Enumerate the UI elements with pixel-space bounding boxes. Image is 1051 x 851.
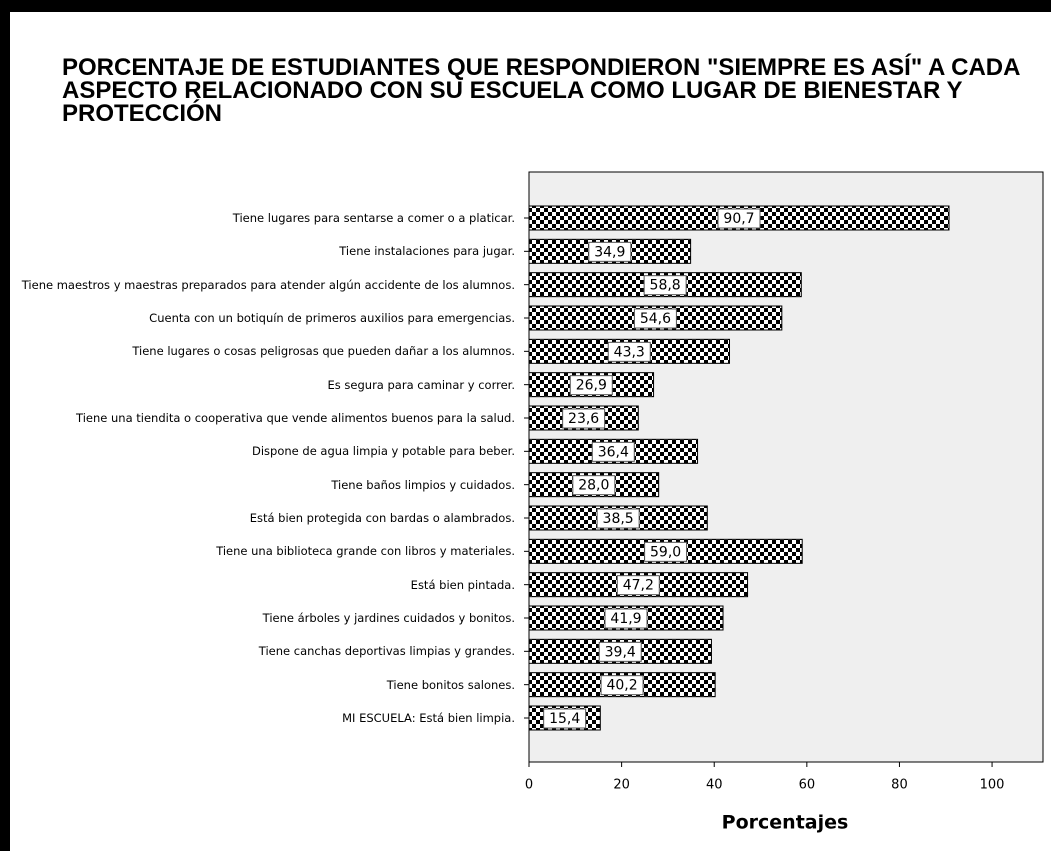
value-label-box [717,208,761,229]
x-tick-label: 100 [980,778,1005,793]
value-label-box [591,441,635,462]
value-label-box [543,708,587,729]
value-label: 41,9 [610,611,641,627]
y-tick-label: Está bien protegida con bardas o alambra… [249,511,515,525]
y-tick-label: MI ESCUELA: Está bien limpia. [342,711,515,725]
y-tick-label: Tiene bonitos salones. [386,677,515,692]
x-tick-label: 0 [525,778,533,793]
value-label: 23,6 [568,411,599,427]
value-label: 47,2 [623,578,654,594]
x-tick-label: 80 [891,778,908,793]
y-tick-label: Está bien pintada. [410,577,515,592]
y-tick-label: Tiene lugares o cosas peligrosas que pue… [132,344,515,359]
y-tick-label: Tiene árboles y jardines cuidados y boni… [262,611,515,625]
value-label-box [572,475,616,496]
value-label-box [604,608,648,629]
value-label: 38,5 [603,511,634,527]
x-tick-label: 20 [613,778,630,793]
y-tick-label: Cuenta con un botiquín de primeros auxil… [149,311,515,325]
y-tick-label: Tiene una tiendita o cooperativa que ven… [76,411,515,425]
value-label: 26,9 [576,378,607,394]
y-tick-label: Tiene lugares para sentarse a comer o a … [232,211,515,225]
value-label-box [633,308,677,329]
value-label: 59,0 [650,544,681,560]
value-label-box [598,641,642,662]
chart-title: PORCENTAJE DE ESTUDIANTES QUE RESPONDIER… [62,54,1020,127]
y-tick-label: Tiene maestros y maestras preparados par… [21,277,515,292]
y-tick-label: Dispone de agua limpia y potable para be… [252,444,515,459]
value-label: 54,6 [640,311,671,327]
y-tick-label: Tiene baños limpios y cuidados. [331,477,515,492]
x-tick-label: 60 [799,778,816,793]
value-label: 90,7 [723,211,754,227]
value-label: 39,4 [605,644,636,660]
value-label-box [600,675,644,696]
value-label-box [616,575,660,596]
value-label-box [562,408,606,429]
plot-area [528,171,1044,763]
y-tick-label: Tiene instalaciones para jugar. [339,244,515,259]
value-label-box [596,508,640,529]
value-label-box [588,241,632,262]
x-axis-label: Porcentajes [722,812,849,834]
frame-left [0,0,10,851]
value-label: 28,0 [578,478,609,494]
value-label-box [569,375,613,396]
value-label: 58,8 [650,278,681,294]
value-label: 34,9 [594,244,625,260]
value-label-box [644,541,688,562]
x-tick-label: 40 [706,778,723,793]
value-label: 36,4 [598,444,629,460]
y-tick-label: Es segura para caminar y correr. [327,377,516,392]
frame-top [0,0,1051,12]
value-label: 15,4 [549,711,580,727]
value-label: 43,3 [614,344,645,360]
value-label-box [607,341,651,362]
y-tick-label: Tiene canchas deportivas limpias y grand… [258,644,515,659]
value-label-box [643,275,687,296]
y-tick-label: Tiene una biblioteca grande con libros y… [216,544,515,559]
value-label: 40,2 [606,678,637,694]
